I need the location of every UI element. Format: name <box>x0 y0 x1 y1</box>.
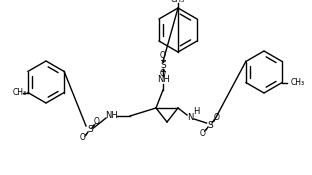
Text: NH: NH <box>157 75 169 85</box>
Text: O: O <box>200 128 206 138</box>
Text: S: S <box>207 121 213 130</box>
Text: H: H <box>193 107 199 117</box>
Text: CH₃: CH₃ <box>13 88 27 97</box>
Text: N: N <box>187 113 193 121</box>
Text: O: O <box>160 51 166 61</box>
Text: O: O <box>80 134 86 142</box>
Text: CH₃: CH₃ <box>290 78 304 87</box>
Text: O: O <box>94 117 100 127</box>
Text: NH: NH <box>106 111 118 121</box>
Text: O: O <box>160 69 166 79</box>
Text: S: S <box>160 61 166 69</box>
Text: CH₃: CH₃ <box>171 0 185 5</box>
Text: O: O <box>214 113 220 121</box>
Text: S: S <box>87 125 93 135</box>
